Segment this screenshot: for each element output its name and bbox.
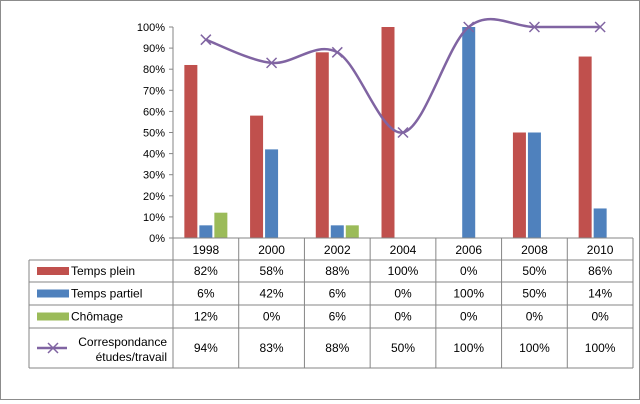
legend-key-marker — [47, 342, 59, 354]
y-tick-label: 0% — [149, 233, 165, 245]
x-tick-label: 2006 — [455, 243, 482, 257]
data-label: 0% — [394, 287, 412, 301]
bar — [214, 212, 228, 238]
data-label: 6% — [329, 287, 347, 301]
data-label: 94% — [194, 341, 218, 355]
bar — [184, 64, 198, 238]
data-label: 0% — [394, 310, 412, 324]
legend-label: Temps plein — [71, 264, 135, 278]
data-label: 50% — [522, 264, 546, 278]
series-line — [205, 17, 601, 134]
y-tick-label: 50% — [143, 128, 165, 140]
x-tick-label: 2000 — [258, 243, 285, 257]
legend-label: Chômage — [71, 310, 123, 324]
y-tick-label: 100% — [137, 22, 165, 34]
bar — [462, 27, 476, 238]
x-tick-label: 2002 — [324, 243, 351, 257]
y-tick-label: 70% — [143, 85, 165, 97]
data-label: 0% — [591, 310, 609, 324]
data-label: 88% — [325, 264, 349, 278]
line-point-marker — [331, 46, 343, 58]
line-point-marker — [594, 21, 606, 33]
data-label: 100% — [519, 341, 550, 355]
legend-label: études/travail — [96, 350, 167, 364]
data-label: 88% — [325, 341, 349, 355]
y-tick-label: 40% — [143, 149, 165, 161]
bar — [527, 132, 541, 238]
line-point-marker — [397, 126, 409, 139]
line-point-marker — [200, 34, 212, 46]
bar — [381, 27, 395, 238]
y-tick-label: 20% — [143, 191, 165, 203]
data-label: 58% — [260, 264, 284, 278]
bar — [250, 115, 264, 238]
line-point-marker — [463, 21, 475, 33]
data-label: 82% — [194, 264, 218, 278]
bar — [315, 52, 329, 238]
data-label: 12% — [194, 310, 218, 324]
y-tick-label: 30% — [143, 170, 165, 182]
data-label: 100% — [585, 341, 616, 355]
data-label: 86% — [588, 264, 612, 278]
data-label: 0% — [263, 310, 281, 324]
legend-label: Correspondance — [78, 335, 167, 349]
y-tick-label: 90% — [143, 43, 165, 55]
legend-key — [37, 267, 69, 275]
y-tick-label: 10% — [143, 212, 165, 224]
bar — [199, 225, 213, 238]
bar — [512, 132, 526, 238]
data-label: 0% — [526, 310, 544, 324]
legend-key — [37, 312, 69, 321]
bar — [330, 225, 344, 238]
bar — [593, 208, 607, 238]
bar — [578, 56, 592, 238]
x-tick-label: 2010 — [587, 243, 614, 257]
data-label: 50% — [522, 287, 546, 301]
data-label: 50% — [391, 341, 415, 355]
x-tick-label: 2008 — [521, 243, 548, 257]
legend-label: Temps partiel — [71, 287, 142, 301]
data-label: 100% — [453, 287, 484, 301]
data-label: 100% — [453, 341, 484, 355]
data-label: 100% — [388, 264, 419, 278]
legend-key — [37, 289, 69, 298]
line-point-marker — [528, 21, 540, 33]
data-label: 0% — [460, 264, 478, 278]
y-tick-label: 80% — [143, 64, 165, 76]
data-label: 0% — [460, 310, 478, 324]
y-tick-label: 60% — [143, 106, 165, 118]
data-label: 83% — [260, 341, 284, 355]
bar — [265, 149, 279, 238]
line-point-marker — [266, 57, 278, 69]
bar — [345, 225, 359, 238]
x-tick-label: 1998 — [193, 243, 220, 257]
data-label: 42% — [260, 287, 284, 301]
data-label: 14% — [588, 287, 612, 301]
data-label: 6% — [197, 287, 215, 301]
data-label: 6% — [329, 310, 347, 324]
x-tick-label: 2004 — [390, 243, 417, 257]
